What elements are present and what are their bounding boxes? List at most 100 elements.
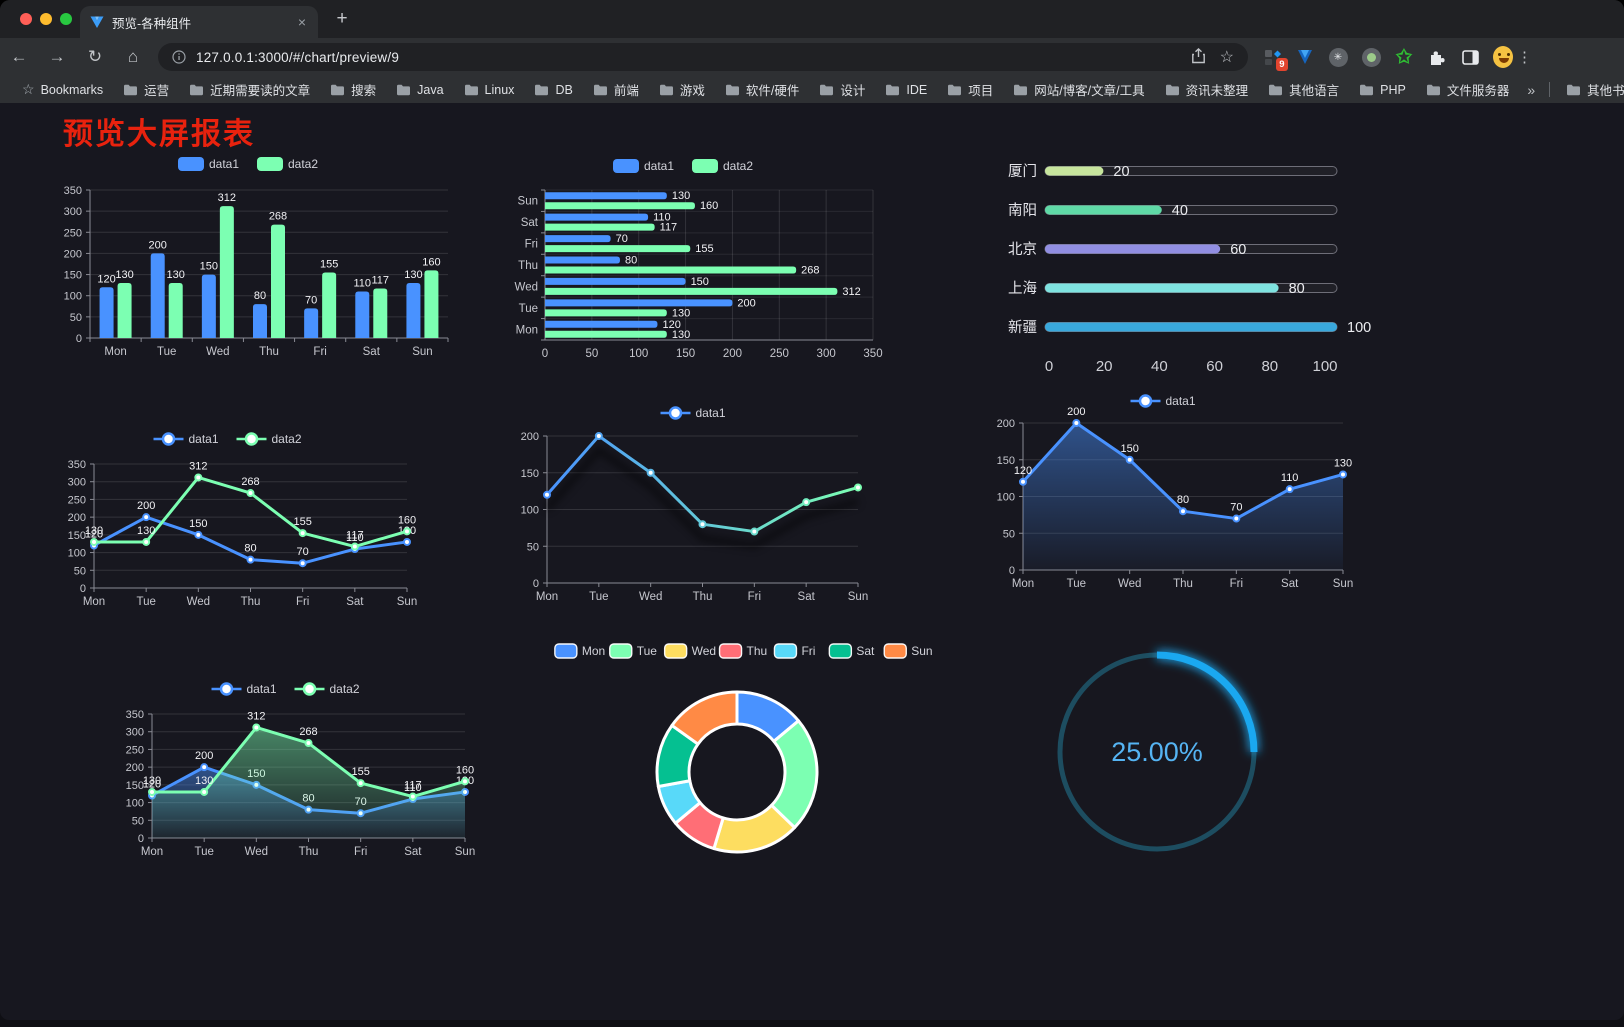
home-button[interactable]: ⌂ [127,47,139,66]
svg-text:Sat: Sat [404,846,422,858]
bookmark-folder[interactable]: DB [524,83,582,97]
extension-record-icon[interactable] [1361,47,1381,67]
extensions-puzzle-icon[interactable] [1427,47,1447,67]
svg-text:110: 110 [1281,472,1299,484]
svg-text:160: 160 [700,200,718,212]
bookmark-folder[interactable]: 其他语言 [1258,80,1349,99]
svg-text:160: 160 [422,256,440,268]
bookmark-folder[interactable]: 文件服务器 [1416,80,1520,99]
folder-icon [593,84,607,95]
bookmark-folder[interactable]: Java [386,83,453,97]
svg-text:268: 268 [241,476,259,488]
svg-text:0: 0 [80,583,86,595]
bookmark-star-icon[interactable]: ☆ [1219,49,1234,66]
tab-close-icon[interactable]: × [297,14,306,30]
svg-text:南阳: 南阳 [1008,202,1037,219]
extension-star-icon[interactable]: ✩ [1396,46,1412,68]
bookmark-folder[interactable]: 游戏 [649,80,715,99]
bookmark-folder[interactable]: 项目 [937,80,1003,99]
folder-icon [820,84,834,95]
svg-text:Mon: Mon [141,846,163,858]
svg-text:Mon: Mon [83,596,105,608]
minimize-window-button[interactable] [40,13,52,25]
bookmark-folder[interactable]: 搜索 [320,80,386,99]
bookmark-folder[interactable]: 软件/硬件 [715,80,809,99]
svg-text:80: 80 [254,290,266,302]
svg-text:70: 70 [297,546,309,558]
grouped-bar-chart[interactable]: data1 data2 0 50 100 150 200 250 300 350 Mon Tue Wed… [40,148,460,368]
svg-text:25.00%: 25.00% [1111,737,1203,767]
profile-avatar[interactable] [1493,46,1513,68]
browser-tab[interactable]: 预览-各种组件 × [80,6,318,38]
bookmark-folder[interactable]: PHP [1349,83,1416,97]
fullscreen-window-button[interactable] [60,13,72,25]
bookmark-folder[interactable]: 设计 [809,80,875,99]
svg-text:data1: data1 [696,406,726,420]
svg-text:data1: data1 [209,157,239,171]
url-text[interactable]: 127.0.0.1:3000/#/chart/preview/9 [196,49,400,65]
bookmarks-root[interactable]: ☆ Bookmarks [12,81,113,98]
forward-button[interactable]: → [48,47,66,66]
other-bookmarks-folder[interactable]: 其他书签 [1556,80,1624,99]
browser-toolbar: ← → ↻ ⌂ 127.0.0.1:3000/#/chart/preview/9… [0,38,1624,76]
svg-text:200: 200 [195,750,213,762]
folder-icon [725,84,739,95]
bookmark-folder[interactable]: Linux [454,83,525,97]
svg-text:Wed: Wed [1118,578,1141,590]
side-panel-icon[interactable] [1460,47,1480,67]
bookmarks-overflow-chevron[interactable]: » [1527,81,1536,98]
svg-text:40: 40 [1172,203,1188,219]
extension-grid-icon[interactable]: 9 [1262,47,1288,71]
bookmark-folder[interactable]: 近期需要读的文章 [179,80,320,99]
svg-text:300: 300 [68,477,86,489]
extension-command-icon[interactable]: ✳ [1328,47,1348,67]
svg-text:data1: data1 [189,432,219,446]
bookmark-folder[interactable]: 网站/博客/文章/工具 [1003,80,1154,99]
back-button[interactable]: ← [10,47,28,66]
tab-favicon-icon [90,15,104,29]
share-icon[interactable] [1191,47,1206,67]
reload-button[interactable]: ↻ [87,47,103,66]
svg-text:Sun: Sun [397,596,417,608]
bookmark-folder[interactable]: IDE [875,83,937,97]
horizontal-bar-chart[interactable]: data1 data2 0 50 100 150 200 250 300 350 Sun 130 160… [505,152,895,370]
bookmark-folder-label: 其他语言 [1289,84,1340,98]
address-bar[interactable]: 127.0.0.1:3000/#/chart/preview/9 ☆ [158,43,1248,71]
weekday-donut-chart[interactable]: Mon Tue Wed Thu Fri Sat Sun [545,636,940,886]
site-info-icon[interactable] [172,50,186,64]
bookmark-folder[interactable]: 资讯未整理 [1155,80,1259,99]
svg-text:350: 350 [64,185,82,197]
svg-text:300: 300 [817,348,836,360]
svg-text:130: 130 [1334,457,1352,469]
svg-text:80: 80 [625,255,637,267]
extension-gem-icon[interactable] [1295,47,1315,67]
svg-text:Sun: Sun [518,196,538,208]
area-line-chart[interactable]: data1 0 50 100 150 200 Mon Tue Wed Thu Fri Sat Sun 12… [975,386,1355,598]
svg-text:0: 0 [542,348,548,360]
svg-text:Tue: Tue [637,644,658,658]
svg-text:100: 100 [64,291,82,303]
bookmark-folder[interactable]: 运营 [113,80,179,99]
svg-text:data2: data2 [330,682,360,696]
two-series-line-chart[interactable]: data1 data2 0 50 100 150 200 250 300 350 Mon Tue Wed… [42,424,418,639]
gradient-line-chart[interactable]: data1 0 50 100 150 200 Mon Tue Wed Thu Fri Sat Sun [505,398,885,610]
svg-text:50: 50 [527,541,539,553]
svg-text:Thu: Thu [693,591,713,603]
close-window-button[interactable] [20,13,32,25]
two-series-area-line-chart[interactable]: data1 data2 0 50 100 150 200 250 300 350 Mon Tue Wed… [100,674,476,889]
new-tab-button[interactable]: + [336,8,348,29]
city-progress-chart[interactable]: 厦门 20 南阳 40 北京 60 上海 80 新疆 100 0 20 40 60 80 100 [995,155,1385,385]
browser-menu-icon[interactable]: ⋮ [1517,49,1533,66]
svg-text:150: 150 [200,261,218,273]
percent-gauge-chart[interactable]: 25.00% [1045,641,1275,871]
bookmark-folder[interactable]: 前端 [583,80,649,99]
bookmark-folder-label: 网站/博客/文章/工具 [1034,84,1145,98]
svg-text:200: 200 [737,297,755,309]
folder-icon [659,84,673,95]
svg-text:117: 117 [346,530,364,542]
svg-text:130: 130 [167,269,185,281]
svg-text:160: 160 [398,514,416,526]
svg-text:130: 130 [115,269,133,281]
svg-text:Thu: Thu [1173,578,1193,590]
